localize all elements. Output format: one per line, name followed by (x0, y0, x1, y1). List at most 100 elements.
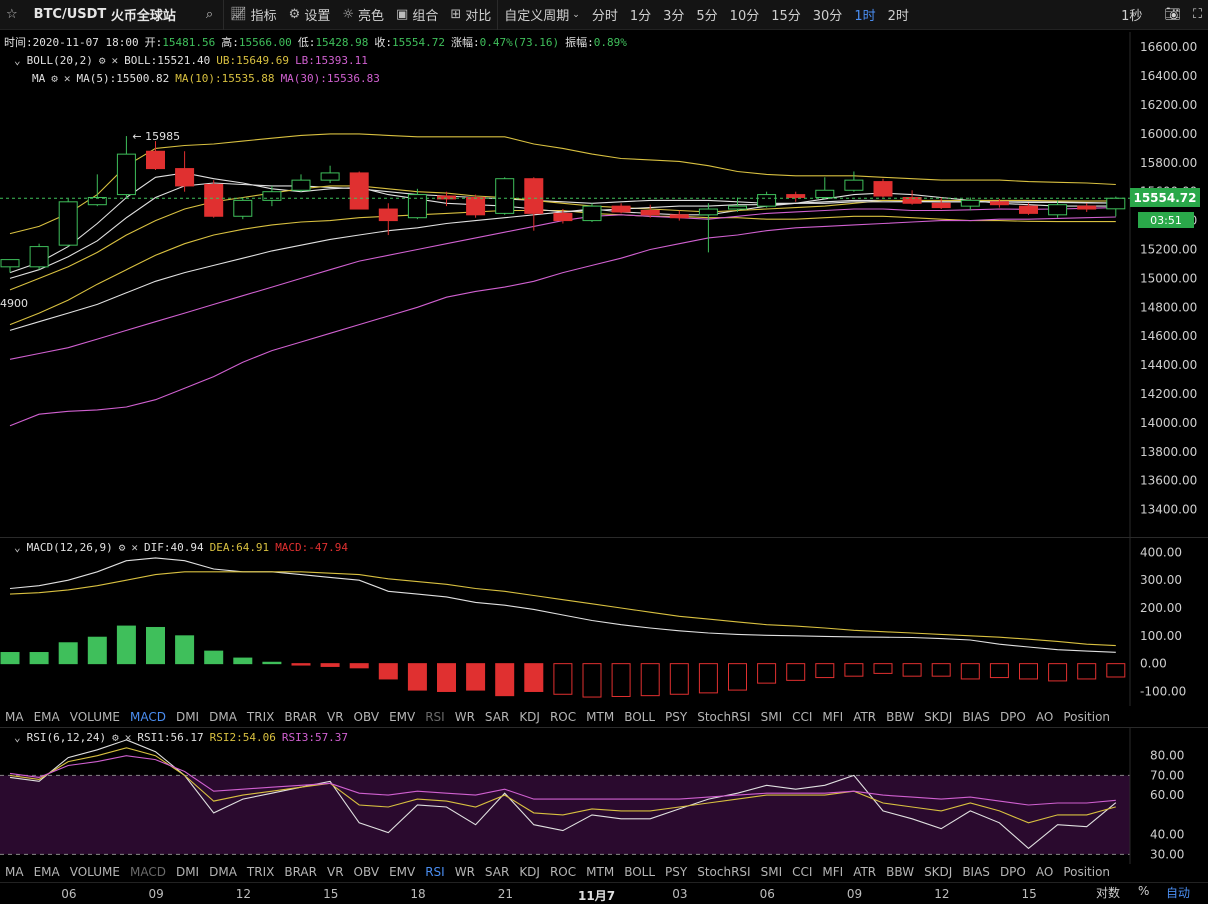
search-button[interactable]: ⌕ (200, 0, 223, 30)
indicator-tab[interactable]: BOLL (624, 865, 656, 879)
indicator-tab[interactable]: MACD (129, 865, 166, 879)
pane-divider[interactable] (0, 727, 1208, 728)
combo-button[interactable]: ▣ 组合 (390, 0, 444, 30)
macd-chart[interactable]: 400.00 300.00 200.00 100.00 0.00 -100.00 (0, 538, 1208, 706)
indicator-tab[interactable]: ATR (853, 865, 877, 879)
indicator-tab[interactable]: DPO (999, 710, 1026, 724)
ma-close-icon[interactable]: ✕ (63, 71, 71, 85)
compare-button[interactable]: ⊞ 对比 (444, 0, 497, 30)
collapse-chevron-icon[interactable]: ⌄ (14, 540, 21, 554)
indicator-tab[interactable]: TRIX (246, 865, 275, 879)
rsi-settings-icon[interactable]: ⚙ (112, 730, 119, 744)
indicator-tab[interactable]: KDJ (519, 710, 540, 724)
period-option[interactable]: 2时 (887, 9, 909, 24)
indicator-tab[interactable]: DMI (175, 865, 200, 879)
indicator-tab[interactable]: DPO (999, 865, 1026, 879)
collapse-chevron-icon[interactable]: ⌄ (14, 53, 21, 67)
candlestick-chart[interactable]: 16600.00 16400.00 16200.00 16000.00 15800.00… (0, 32, 1208, 537)
indicator-tab[interactable]: BIAS (962, 865, 990, 879)
indicator-tab[interactable]: DMA (209, 865, 237, 879)
indicator-tab[interactable]: BIAS (962, 710, 990, 724)
indicator-tab[interactable]: WR (454, 865, 475, 879)
indicator-tab[interactable]: SMI (760, 710, 783, 724)
indicator-tab[interactable]: PSY (665, 710, 688, 724)
favorite-star-button[interactable]: ☆ (0, 0, 28, 30)
indicator-tab[interactable]: BOLL (624, 710, 656, 724)
screenshot-button[interactable]: 📷︎ (1158, 0, 1187, 30)
indicator-tab[interactable]: MTM (586, 865, 615, 879)
indicator-tab[interactable]: WR (454, 710, 475, 724)
indicator-tab[interactable]: DMI (175, 710, 200, 724)
indicator-tab[interactable]: SKDJ (924, 710, 953, 724)
indicator-tab[interactable]: StochRSI (697, 865, 751, 879)
indicator-tab[interactable]: CCI (792, 710, 813, 724)
indicator-tab[interactable]: ROC (549, 865, 577, 879)
indicator-tab[interactable]: EMV (389, 710, 416, 724)
indicator-tab[interactable]: PSY (665, 865, 688, 879)
indicator-tab[interactable]: Position (1063, 865, 1111, 879)
period-option[interactable]: 分时 (591, 9, 618, 24)
indicator-tab[interactable]: StochRSI (697, 710, 751, 724)
indicator-tab[interactable]: CCI (792, 865, 813, 879)
indicator-tab[interactable]: VOLUME (69, 865, 120, 879)
indicator-tab[interactable]: MACD (129, 710, 166, 724)
boll-close-icon[interactable]: ✕ (111, 53, 119, 67)
indicator-tab[interactable]: KDJ (519, 865, 540, 879)
indicator-tab[interactable]: BRAR (284, 710, 317, 724)
indicator-tab[interactable]: SAR (484, 710, 510, 724)
indicator-tab[interactable]: BBW (886, 710, 915, 724)
indicator-tab[interactable]: MFI (822, 710, 844, 724)
indicator-tab[interactable]: EMV (389, 865, 416, 879)
rsi-chart[interactable]: 80.00 70.00 60.00 40.00 30.00 (0, 728, 1208, 864)
settings-button[interactable]: ⚙ 设置 (283, 0, 337, 30)
period-option[interactable]: 1分 (629, 9, 652, 24)
log-scale-toggle[interactable]: 对数 (1096, 886, 1121, 900)
indicator-tab[interactable]: ROC (549, 710, 577, 724)
indicator-tab[interactable]: Position (1063, 710, 1111, 724)
period-option[interactable]: 10分 (729, 9, 760, 24)
indicator-tab[interactable]: SAR (484, 865, 510, 879)
indicator-tab[interactable]: MTM (586, 710, 615, 724)
indicator-tab[interactable]: RSI (425, 865, 445, 879)
indicator-tab[interactable]: MA (5, 710, 24, 724)
period-option[interactable]: 30分 (812, 9, 843, 24)
indicator-tab[interactable]: AO (1035, 865, 1054, 879)
auto-scale-toggle[interactable]: 自动 (1166, 886, 1191, 900)
macd-close-icon[interactable]: ✕ (131, 540, 138, 554)
pane-divider[interactable] (0, 537, 1208, 538)
indicator-tab[interactable]: ATR (853, 710, 877, 724)
indicator-tab[interactable]: RSI (425, 710, 445, 724)
indicators-button[interactable]: 📈︎ 指标 (224, 0, 283, 30)
percent-scale-toggle[interactable]: % (1138, 884, 1150, 898)
indicator-tab[interactable]: MFI (822, 865, 844, 879)
seconds-button[interactable]: 1秒 (1115, 0, 1148, 30)
indicator-tab[interactable]: AO (1035, 710, 1054, 724)
indicator-tab[interactable]: EMA (33, 865, 60, 879)
indicator-tab[interactable]: VOLUME (69, 710, 120, 724)
custom-period-dropdown[interactable]: 自定义周期 ⌄ (498, 0, 586, 30)
theme-button[interactable]: ☼ 亮色 (336, 0, 390, 30)
indicator-tab[interactable]: BRAR (284, 865, 317, 879)
period-option[interactable]: 5分 (696, 9, 718, 24)
collapse-chevron-icon[interactable]: ⌄ (14, 730, 21, 744)
indicator-tab[interactable]: OBV (353, 710, 380, 724)
indicator-tab[interactable]: VR (326, 865, 344, 879)
indicator-tab[interactable]: MA (5, 865, 24, 879)
indicator-tab[interactable]: TRIX (246, 710, 275, 724)
indicator-tab[interactable]: VR (326, 710, 344, 724)
period-option[interactable]: 15分 (771, 9, 801, 24)
fullscreen-button[interactable]: ⛶ (1187, 0, 1208, 30)
indicator-tab[interactable]: OBV (353, 865, 380, 879)
indicator-tab[interactable]: EMA (33, 710, 60, 724)
indicator-tab[interactable]: SKDJ (924, 865, 953, 879)
boll-settings-icon[interactable]: ⚙ (98, 53, 106, 67)
period-option[interactable]: 3分 (663, 9, 685, 24)
ma-settings-icon[interactable]: ⚙ (51, 71, 58, 85)
time-axis[interactable]: 06 09 12 15 18 21 11月7 03 06 09 12 15 (0, 882, 1208, 904)
macd-settings-icon[interactable]: ⚙ (118, 540, 126, 554)
indicator-tab[interactable]: BBW (886, 865, 915, 879)
rsi-close-icon[interactable]: ✕ (124, 730, 132, 744)
period-option[interactable]: 1时 (854, 9, 876, 24)
indicator-tab[interactable]: SMI (760, 865, 783, 879)
indicator-tab[interactable]: DMA (209, 710, 237, 724)
